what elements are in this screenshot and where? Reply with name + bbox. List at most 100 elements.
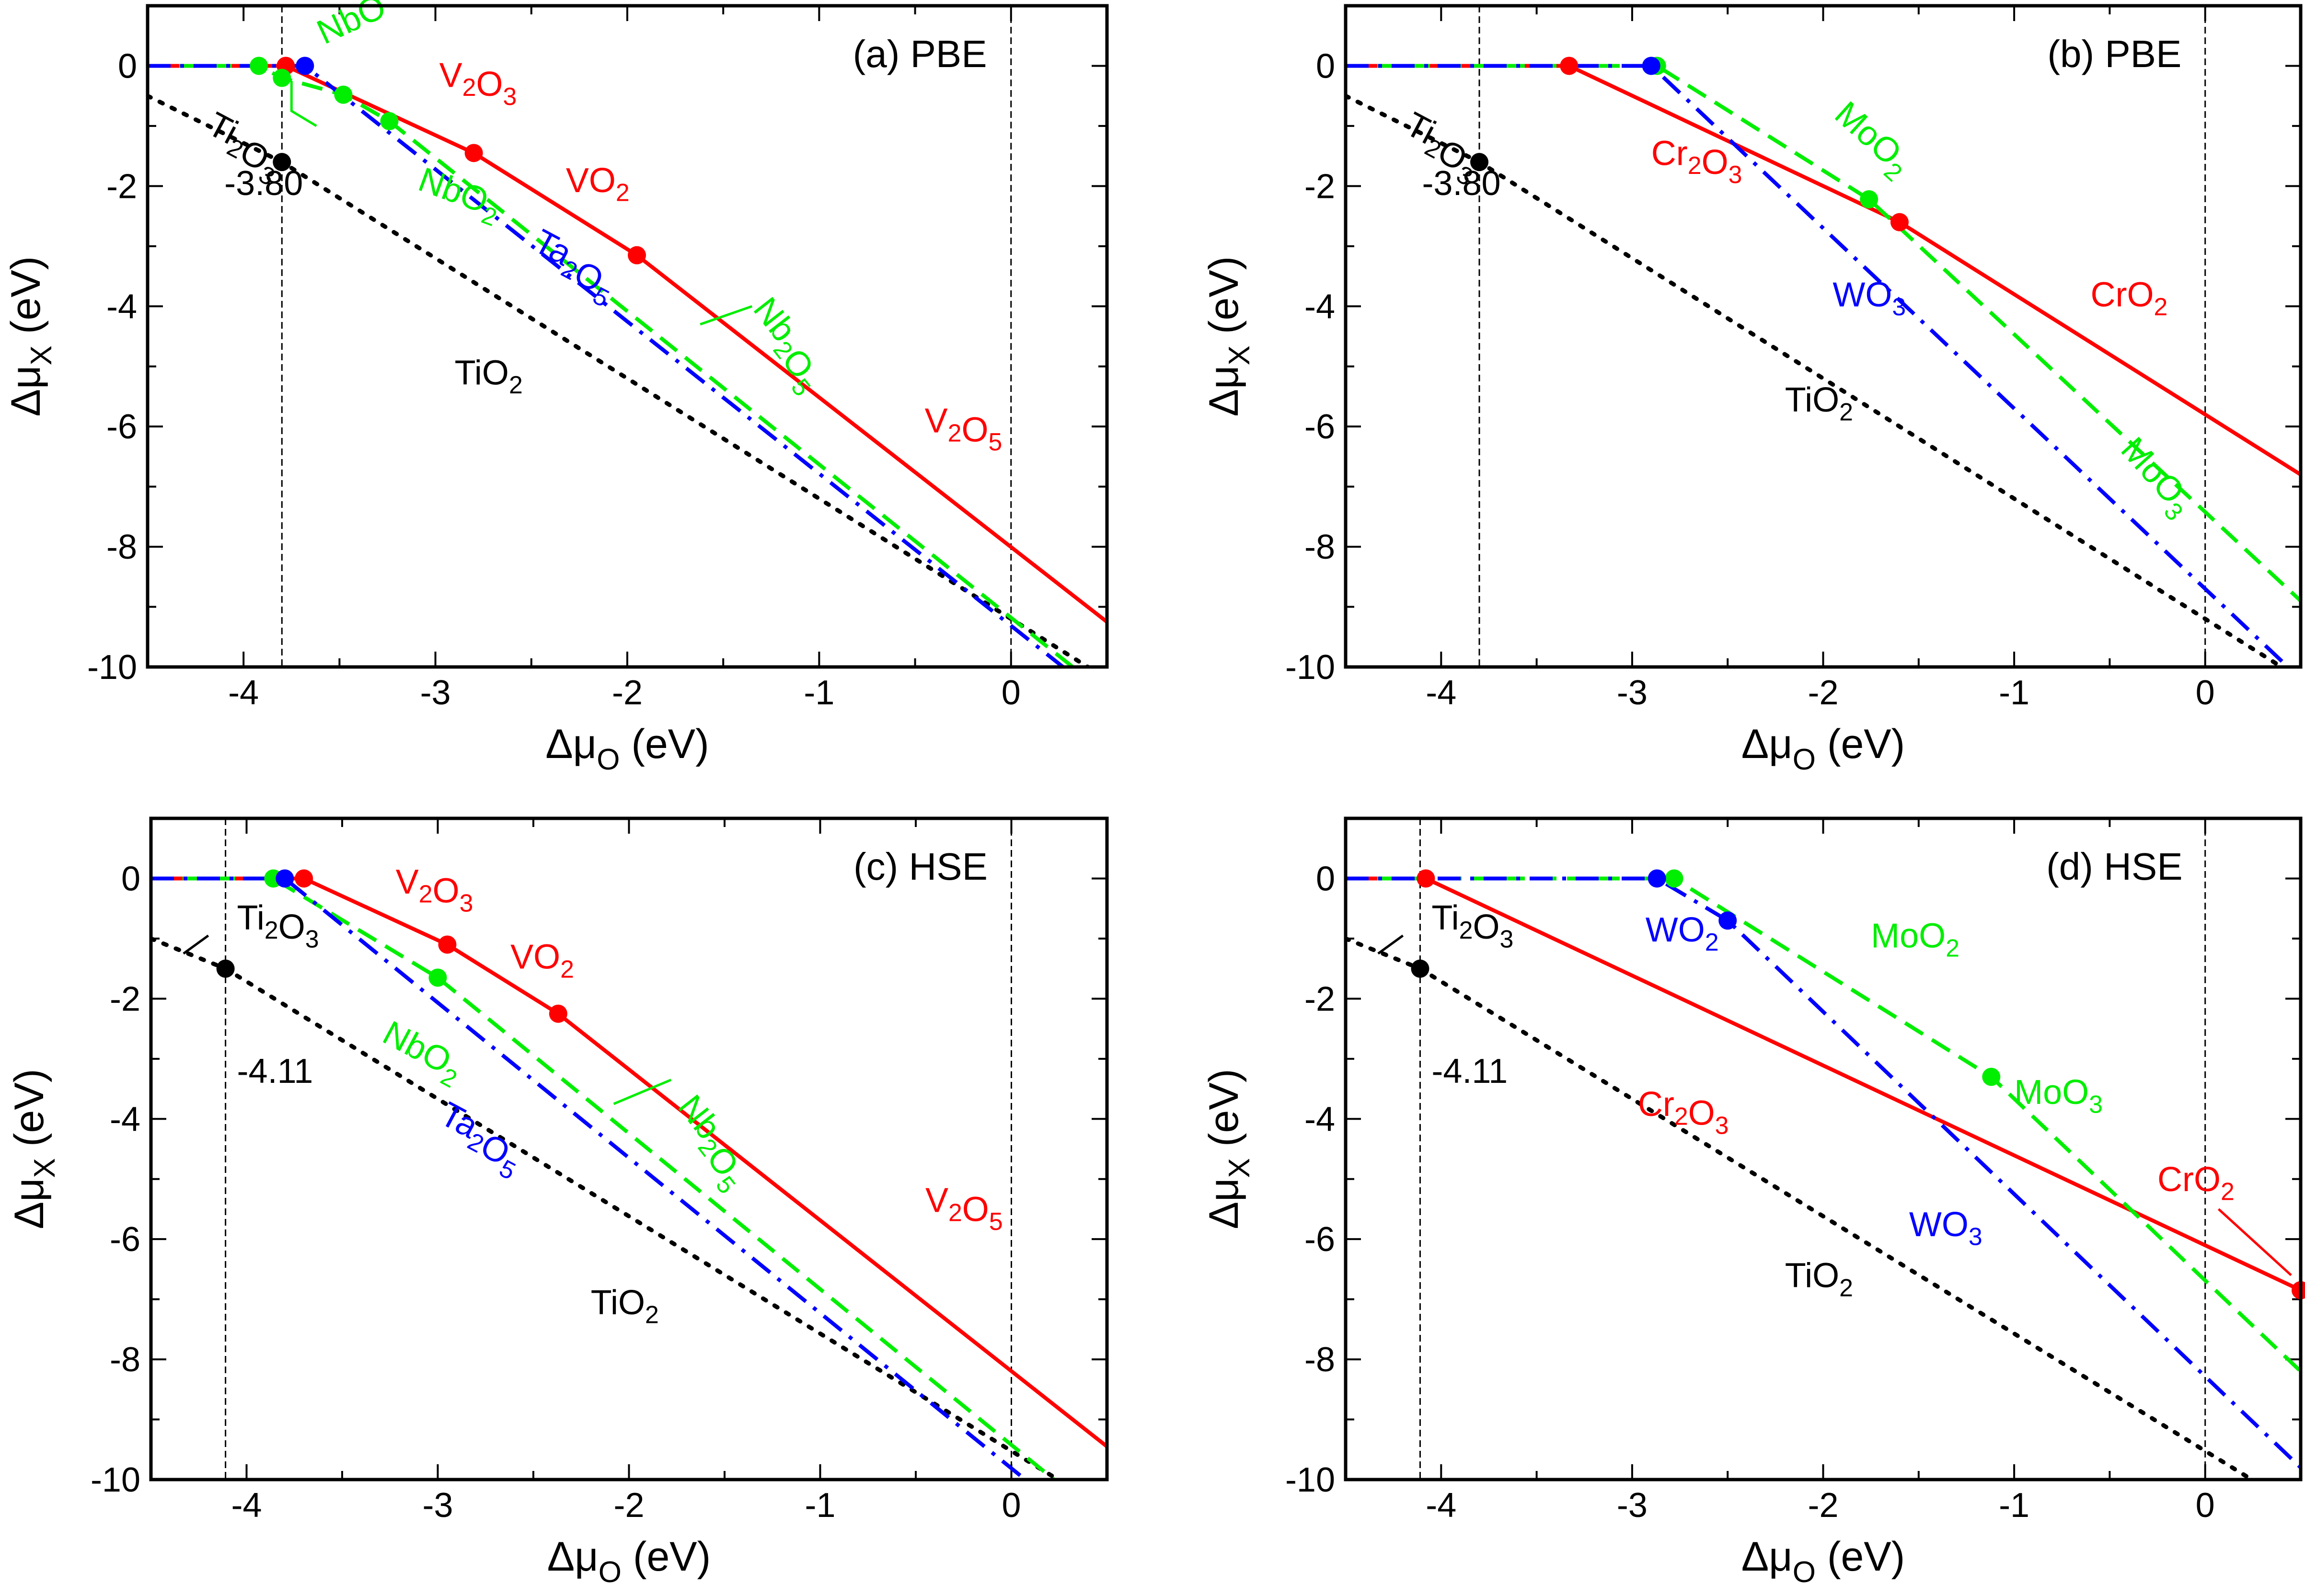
y-tick-label: -2 [110,980,140,1018]
marker-Mo [1860,190,1879,208]
x-axis-title: ΔμO (eV) [1741,1534,1905,1589]
x-tick-label: -1 [805,1486,835,1525]
series-label: V2O5 [925,1182,1003,1235]
x-tick-label: -3 [1617,1486,1648,1525]
x-tick-label: -2 [612,674,643,712]
y-tick-label: -10 [91,1461,140,1499]
y-tick-label: -2 [106,167,137,206]
marker-Ta [276,869,294,888]
x-tick-label: -1 [1999,674,2029,712]
panel-title: (a) PBE [853,33,987,75]
ticks [1345,5,2302,668]
y-axis-title: ΔμX (eV) [1201,256,1256,417]
label-leader-line [290,80,317,127]
series-label: Cr2O3 [1638,1085,1729,1139]
marker-W [1718,911,1737,930]
x-tick-label: -1 [1999,1486,2029,1525]
series-label: VO2 [510,938,574,983]
series-label: Cr2O3 [1651,134,1742,188]
series-label: MoO2 [1871,917,1959,962]
series-line-Nb [148,64,1076,667]
marker-Ti [216,959,235,978]
series-label: V2O3 [396,863,473,917]
plot-frame [1344,816,2303,1481]
x-tick-label: -3 [422,1486,453,1525]
x-axis-title: ΔμO (eV) [547,1534,711,1589]
y-tick-label: -4 [110,1100,140,1138]
y-tick-label: -8 [1304,1341,1335,1379]
x-tick-label: -4 [1426,1486,1456,1525]
series-label: WO3 [1909,1206,1982,1251]
marker-Ta [296,57,314,75]
series-label: Ti2O3 [1392,105,1490,191]
x-tick-label: 0 [2196,674,2215,712]
x-tick-label: -4 [228,674,259,712]
panel-a: -4-3-2-100-2-4-6-8-10NbONbOTi2O3Ti₂O₃-3.… [3,0,1109,776]
y-tick-label: -2 [1304,167,1335,206]
series-line-V [151,876,1107,1448]
marker-Nb [334,85,353,104]
series-label: Ta2O5 [427,1095,532,1185]
marker-Cr [1417,869,1435,888]
y-tick-label: -6 [1304,1220,1335,1259]
series-label: NbO2 [411,160,506,231]
series-label: MoO3 [2014,1073,2103,1118]
panel-title: (b) PBE [2047,33,2181,75]
y-tick-label: -10 [87,648,137,687]
series-label: NbO [311,0,392,52]
y-tick-label: 0 [1316,47,1335,85]
series-line-Mo [1346,876,2301,1373]
series-label: WO3 [1832,276,1906,321]
plot-frame [149,816,1109,1481]
series-label: CrO2 [2091,276,2168,321]
y-tick-label: -6 [1304,408,1335,446]
y-tick-label: -6 [106,408,137,446]
label-leader-line [1377,934,1404,955]
series-label: V2O5 [925,402,1003,456]
series-label: TiO2 [1785,1257,1853,1302]
x-tick-label: -3 [1617,674,1648,712]
y-axis-title: ΔμX (eV) [3,256,58,417]
series-label: NbO2 [374,1014,470,1093]
label-leader-line [2217,1208,2292,1276]
plot-frame [1344,4,2303,669]
series-label: VO2 [566,161,630,207]
y-tick-label: -4 [106,287,137,326]
series-label: -3.80 [224,164,303,203]
x-tick-label: 0 [1002,1486,1021,1525]
y-tick-label: -4 [1304,287,1335,326]
marker-Ti [1411,959,1429,978]
marker-Cr [1890,213,1909,231]
y-tick-label: -8 [106,528,137,566]
x-tick-label: -2 [613,1486,644,1525]
label-leader-line [700,305,753,326]
marker-Mo [1665,869,1683,888]
panel-c: -4-3-2-100-2-4-6-8-10Ti2O3Ti₂O₃-4.11-4.1… [6,816,1109,1589]
y-axis-title: ΔμX (eV) [6,1069,61,1229]
series-line-W [1346,876,2301,1469]
marker-W [1648,869,1666,888]
x-tick-label: -2 [1808,1486,1838,1525]
y-tick-label: -4 [1304,1100,1335,1138]
marker-Nb [428,968,447,987]
y-tick-label: -8 [1304,528,1335,566]
label-leader-line [183,934,209,955]
y-tick-label: 0 [1316,860,1335,898]
series-label: CrO2 [2157,1160,2235,1206]
panel-title: (d) HSE [2046,845,2183,888]
series-label: TiO2 [1785,381,1853,426]
series-label: MoO2 [1823,94,1919,187]
series-line-Mo [1346,64,2301,602]
marker-Cr [1560,57,1579,75]
series-line-W [1346,64,2291,667]
marker-Nb [250,57,268,75]
series-line-V [148,64,1107,624]
series-label: Ti2O3 [1431,899,1513,953]
marker-V [295,869,313,888]
series-label: Ti2O3 [237,899,319,953]
series-label: WO2 [1646,911,1719,956]
series-label: Ta2O5 [520,222,626,312]
marker-V [549,1004,567,1023]
y-axis-title: ΔμX (eV) [1201,1069,1256,1229]
series-label: TiO2 [591,1284,659,1329]
